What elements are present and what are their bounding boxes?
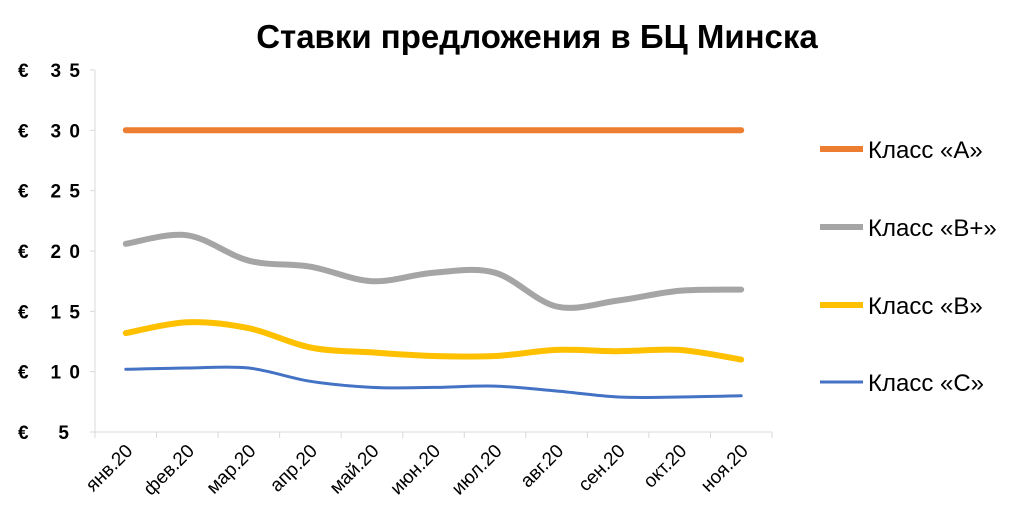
legend-label: Класс «A» [868, 137, 983, 164]
x-tick-label: мар.20 [203, 441, 261, 499]
x-tick-label: июн.20 [387, 441, 446, 500]
x-tick-label: янв.20 [82, 441, 137, 496]
y-tick-label: € 20 [18, 242, 80, 263]
y-tick-label: € 35 [18, 61, 80, 82]
legend-label: Класс «B+» [868, 215, 997, 242]
legend-item-2: Класс «B» [820, 293, 983, 320]
y-tick-label: € 5 [18, 423, 69, 444]
legend-item-0: Класс «A» [820, 137, 983, 164]
series-line-3 [124, 365, 743, 399]
x-tick-label: окт.20 [640, 441, 692, 493]
legend-label: Класс «C» [868, 370, 984, 397]
legend-item-3: Класс «C» [820, 370, 984, 397]
legend: Класс «A» Класс «B+» Класс «B» Класс «C» [820, 137, 997, 397]
x-tick-label: сен.20 [575, 441, 630, 496]
x-tick-label: июл.20 [448, 441, 507, 500]
x-tick-label: ноя.20 [697, 441, 753, 497]
series-layer [122, 127, 745, 399]
y-tick-label: € 10 [18, 363, 80, 384]
x-tick-label: апр.20 [266, 441, 322, 497]
y-tick-label: € 30 [18, 121, 80, 142]
x-tick-label: май.20 [326, 441, 384, 499]
legend-label: Класс «B» [868, 293, 983, 320]
y-tick-label: € 15 [18, 302, 80, 323]
y-tick-label: € 25 [18, 182, 80, 203]
chart-title: Ставки предложения в БЦ Минска [256, 18, 818, 55]
series-line-1 [122, 231, 745, 311]
series-line-2 [122, 319, 745, 363]
legend-item-1: Класс «B+» [820, 215, 997, 242]
x-tick-label: авг.20 [517, 441, 568, 492]
x-tick-label: фев.20 [140, 441, 199, 500]
